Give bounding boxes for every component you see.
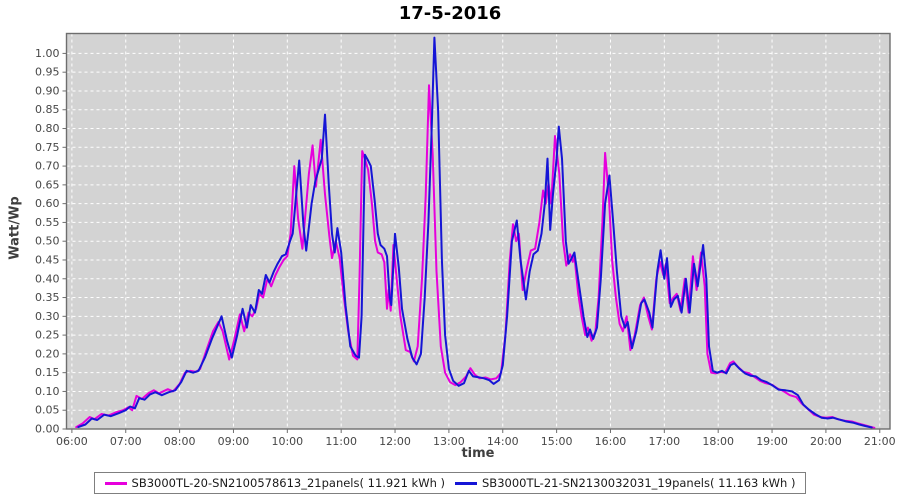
- series1-line-swatch-icon: [104, 481, 127, 485]
- legend: SB3000TL-20-SN2100578613_21panels( 11.92…: [0, 472, 900, 494]
- y-tick-label: 0.70: [35, 160, 60, 173]
- x-axis-label: time: [461, 446, 495, 461]
- x-tick-label: 20:00: [810, 435, 842, 448]
- y-tick-label: 0.60: [35, 197, 60, 210]
- x-tick-label: 15:00: [541, 435, 573, 448]
- y-tick-label: 0.00: [35, 423, 60, 436]
- y-tick-label: 0.95: [35, 66, 60, 79]
- y-tick-label: 0.40: [35, 272, 60, 285]
- x-tick-label: 06:00: [56, 435, 88, 448]
- x-tick-label: 08:00: [164, 435, 196, 448]
- legend-entry-series1: SB3000TL-20-SN2100578613_21panels( 11.92…: [104, 476, 445, 490]
- x-tick-label: 19:00: [756, 435, 788, 448]
- series2-line-swatch-icon: [455, 481, 477, 485]
- x-tick-label: 21:00: [864, 435, 896, 448]
- x-tick-label: 12:00: [379, 435, 411, 448]
- legend-entry-series2: SB3000TL-21-SN2130032031_19panels( 11.16…: [455, 476, 795, 490]
- plot-border: [65, 32, 891, 430]
- plot-background: [66, 33, 890, 429]
- x-tick-label: 16:00: [595, 435, 627, 448]
- y-tick-label: 0.55: [35, 216, 60, 229]
- x-tick-label: 13:00: [433, 435, 465, 448]
- y-tick-label: 0.05: [35, 404, 60, 417]
- x-tick-label: 11:00: [325, 435, 357, 448]
- legend-label-series2: SB3000TL-21-SN2130032031_19panels( 11.16…: [482, 476, 796, 490]
- y-tick-label: 0.80: [35, 122, 60, 135]
- series-line-2: [77, 36, 873, 429]
- x-tick-label: 09:00: [218, 435, 250, 448]
- y-tick-label: 1.00: [35, 47, 60, 60]
- x-tick-label: 14:00: [487, 435, 519, 448]
- legend-label-series1: SB3000TL-20-SN2100578613_21panels( 11.92…: [131, 476, 445, 490]
- x-tick-label: 10:00: [271, 435, 303, 448]
- y-tick-label: 0.20: [35, 347, 60, 360]
- y-tick-label: 0.30: [35, 310, 60, 323]
- x-tick-label: 18:00: [702, 435, 734, 448]
- y-tick-label: 0.35: [35, 291, 60, 304]
- x-tick-label: 07:00: [110, 435, 142, 448]
- x-tick-label: 17:00: [648, 435, 680, 448]
- y-tick-label: 0.50: [35, 235, 60, 248]
- legend-box: SB3000TL-20-SN2100578613_21panels( 11.92…: [93, 472, 807, 494]
- y-tick-label: 0.65: [35, 178, 60, 191]
- y-tick-label: 0.25: [35, 329, 60, 342]
- y-tick-label: 0.75: [35, 141, 60, 154]
- y-tick-label: 0.90: [35, 84, 60, 97]
- y-tick-label: 0.15: [35, 366, 60, 379]
- y-tick-label: 0.10: [35, 385, 60, 398]
- y-tick-label: 0.85: [35, 103, 60, 116]
- y-tick-label: 0.45: [35, 253, 60, 266]
- chart-title: 17-5-2016: [398, 3, 502, 24]
